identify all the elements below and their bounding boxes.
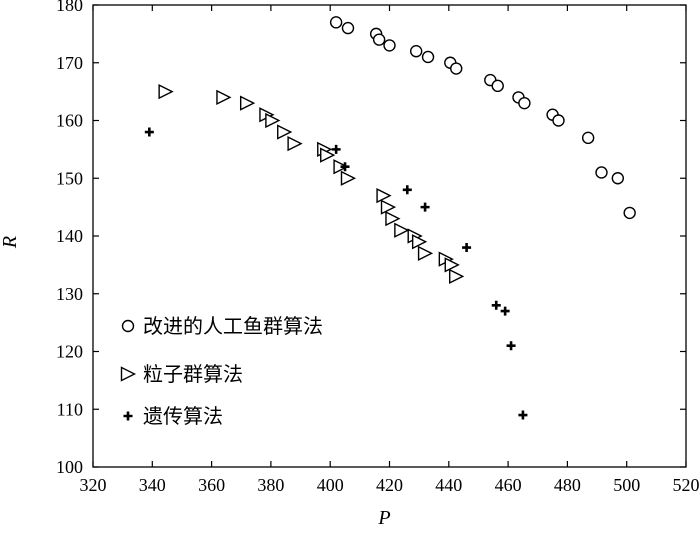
data-point-triangle-right: [320, 147, 336, 163]
data-point-circle: [421, 50, 435, 64]
legend-label: 遗传算法: [143, 404, 223, 428]
data-point-circle: [450, 62, 463, 75]
y-tick-label: 100: [56, 457, 83, 477]
data-point-plus: [506, 341, 516, 351]
y-tick-label: 140: [56, 226, 83, 246]
data-point-circle: [329, 16, 343, 29]
data-point-triangle-right: [340, 170, 357, 186]
x-tick-label: 340: [139, 475, 166, 495]
x-tick-label: 320: [80, 475, 107, 495]
data-point-circle: [491, 79, 504, 93]
data-point-circle: [383, 39, 396, 52]
legend-marker-plus: [123, 411, 133, 421]
legend-label: 改进的人工鱼群算法: [143, 314, 323, 338]
data-point-plus: [340, 162, 350, 172]
x-tick-label: 460: [495, 475, 522, 495]
data-point-circle: [611, 172, 625, 185]
x-tick-label: 500: [613, 475, 640, 495]
data-point-plus: [331, 144, 341, 154]
data-point-triangle-right: [265, 112, 281, 129]
data-point-triangle-right: [216, 89, 232, 106]
legend-label: 粒子群算法: [143, 362, 243, 386]
x-tick-label: 480: [554, 475, 581, 495]
data-point-circle: [581, 131, 595, 145]
data-point-triangle-right: [239, 95, 256, 111]
data-point-triangle-right: [385, 211, 401, 227]
plot-frame: [92, 4, 687, 468]
data-point-triangle-right: [380, 199, 397, 215]
data-point-circle: [341, 21, 355, 35]
y-tick-label: 160: [56, 111, 83, 131]
legend-marker-circle: [121, 319, 135, 333]
data-point-triangle-right: [277, 124, 293, 140]
data-point-circle: [623, 206, 636, 220]
data-point-circle: [595, 166, 608, 179]
legend-marker-triangle-right: [120, 366, 137, 382]
data-point-triangle-right: [158, 83, 174, 100]
y-tick-label: 150: [56, 168, 83, 188]
data-point-triangle-right: [449, 268, 465, 285]
y-tick-label: 130: [56, 284, 83, 304]
data-point-circle: [552, 114, 565, 127]
data-point-plus: [491, 300, 501, 310]
x-tick-label: 360: [198, 475, 225, 495]
data-point-circle: [409, 45, 423, 58]
x-tick-label: 440: [435, 475, 462, 495]
data-point-triangle-right: [376, 187, 392, 204]
data-point-triangle-right: [411, 234, 428, 250]
data-point-plus: [518, 410, 528, 420]
y-tick-label: 170: [56, 53, 83, 73]
x-tick-label: 420: [376, 475, 403, 495]
data-point-triangle-right: [394, 222, 410, 238]
y-axis-title: R: [0, 236, 21, 249]
data-point-circle: [372, 33, 386, 46]
y-tick-label: 110: [57, 399, 83, 419]
data-point-triangle-right: [287, 135, 303, 152]
data-point-plus: [402, 185, 412, 195]
x-tick-label: 380: [257, 475, 284, 495]
data-point-triangle-right: [417, 245, 434, 261]
data-point-triangle-right: [444, 257, 460, 273]
data-point-circle: [518, 96, 531, 110]
y-tick-label: 180: [56, 0, 83, 15]
data-point-plus: [420, 202, 430, 212]
y-tick-label: 120: [56, 342, 83, 362]
x-tick-label: 520: [673, 475, 700, 495]
data-point-plus: [500, 306, 510, 316]
x-tick-label: 400: [317, 475, 344, 495]
data-point-plus: [144, 127, 154, 137]
data-point-plus: [462, 243, 472, 253]
x-axis-title: P: [377, 507, 390, 529]
